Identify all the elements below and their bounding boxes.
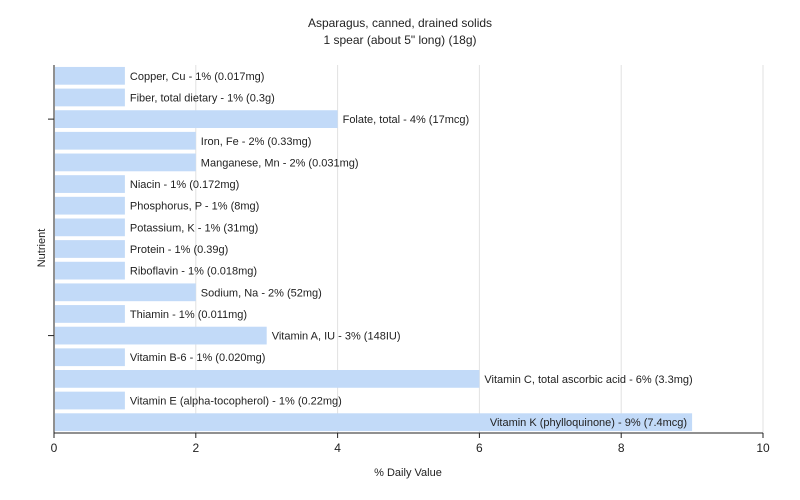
bar-label-10: Sodium, Na - 2% (52mg) [201,287,322,299]
chart-subtitle: 1 spear (about 5" long) (18g) [323,33,476,47]
bar-14 [55,370,480,388]
x-tick-labels: 0 2 4 6 8 10 [51,441,770,455]
x-axis-label: % Daily Value [374,467,442,479]
bar-9 [55,261,125,280]
bar-label-15: Vitamin E (alpha-tocopherol) - 1% (0.22m… [130,396,342,408]
bar-3 [55,131,196,150]
bar-label-1: Fiber, total dietary - 1% (0.3g) [130,92,275,104]
bar-label-8: Protein - 1% (0.39g) [130,244,228,256]
bar-label-0: Copper, Cu - 1% (0.017mg) [130,71,265,83]
x-tick-label-1: 2 [192,441,199,455]
x-tick-label-0: 0 [51,441,58,455]
x-tick-label-5: 10 [756,441,770,455]
bar-label-9: Riboflavin - 1% (0.018mg) [130,266,257,278]
bar-label-4: Manganese, Mn - 2% (0.031mg) [201,157,359,169]
bar-label-6: Phosphorus, P - 1% (8mg) [130,201,259,213]
bar-label-14: Vitamin C, total ascorbic acid - 6% (3.3… [484,374,692,386]
bar-15 [55,391,125,410]
bar-11 [55,305,125,323]
chart-title: Asparagus, canned, drained solids [308,16,492,30]
bar-label-3: Iron, Fe - 2% (0.33mg) [201,136,312,148]
bar-7 [55,218,125,237]
y-axis-label: Nutrient [36,229,48,268]
bar-label-16: Vitamin K (phylloquinone) - 9% (7.4mcg) [490,417,687,429]
bars [55,66,693,432]
bar-4 [55,153,196,172]
bar-13 [55,348,125,367]
bar-10 [55,283,196,302]
bar-label-12: Vitamin A, IU - 3% (148IU) [272,331,401,343]
bar-2 [55,110,338,128]
axes [48,65,764,438]
bar-5 [55,175,125,193]
bar-labels: Copper, Cu - 1% (0.017mg) Fiber, total di… [130,71,693,429]
bar-1 [55,88,125,107]
bar-0 [55,66,125,85]
bar-label-2: Folate, total - 4% (17mcg) [343,114,470,126]
bar-label-11: Thiamin - 1% (0.011mg) [130,309,247,321]
bar-label-7: Potassium, K - 1% (31mg) [130,222,258,234]
bar-8 [55,240,125,258]
bar-label-5: Niacin - 1% (0.172mg) [130,179,239,191]
bar-label-13: Vitamin B-6 - 1% (0.020mg) [130,352,266,364]
x-tick-label-3: 6 [476,441,483,455]
bar-12 [55,326,267,345]
x-tick-label-4: 8 [618,441,625,455]
x-tick-label-2: 4 [334,441,341,455]
bar-16 [55,413,693,432]
bar-6 [55,196,125,215]
